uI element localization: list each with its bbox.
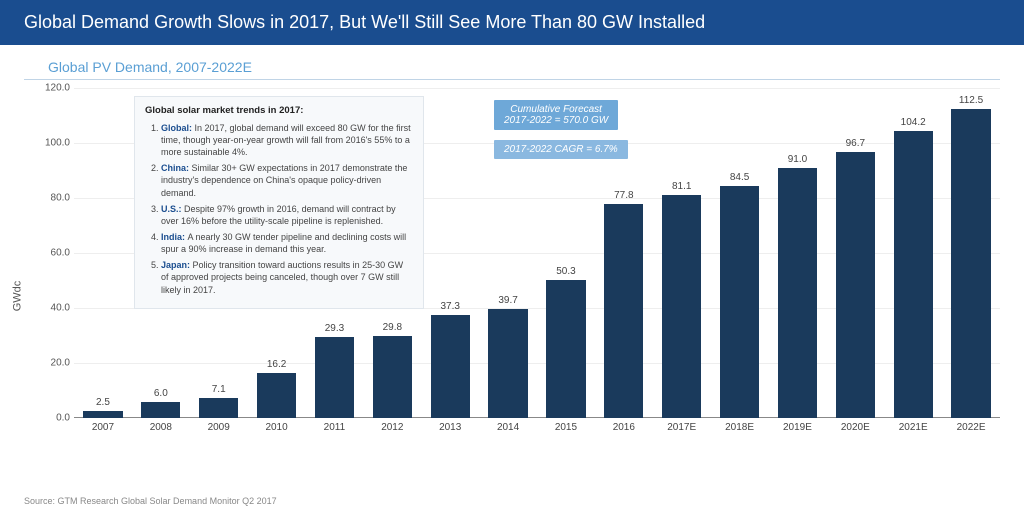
trend-key: U.S.:	[161, 204, 184, 214]
callout-cumulative-forecast: Cumulative Forecast 2017-2022 = 570.0 GW	[494, 100, 618, 130]
bar: 37.3	[431, 315, 470, 418]
x-label: 2018E	[711, 418, 769, 433]
y-tick: 120.0	[30, 83, 70, 94]
y-tick: 100.0	[30, 138, 70, 149]
y-tick: 20.0	[30, 358, 70, 369]
callout-line1: Cumulative Forecast	[504, 104, 608, 115]
x-label: 2020E	[826, 418, 884, 433]
bar: 29.8	[373, 336, 412, 418]
bar: 77.8	[604, 204, 643, 418]
bar: 96.7	[836, 152, 875, 418]
bar: 2.5	[83, 411, 122, 418]
bar: 6.0	[141, 402, 180, 419]
bar-value-label: 29.8	[383, 322, 402, 333]
bar-slot: 112.5	[942, 88, 1000, 418]
trends-list-item: U.S.: Despite 97% growth in 2016, demand…	[161, 203, 413, 227]
bar: 39.7	[488, 309, 527, 418]
bar-value-label: 2.5	[96, 397, 110, 408]
bar-slot: 84.5	[711, 88, 769, 418]
x-label: 2016	[595, 418, 653, 433]
bar: 81.1	[662, 195, 701, 418]
trends-list-item: China: Similar 30+ GW expectations in 20…	[161, 162, 413, 198]
y-axis-label: GWdc	[11, 281, 23, 312]
x-label: 2010	[248, 418, 306, 433]
bar: 84.5	[720, 186, 759, 418]
bar-slot: 91.0	[769, 88, 827, 418]
x-label: 2015	[537, 418, 595, 433]
x-label: 2014	[479, 418, 537, 433]
bar-value-label: 77.8	[614, 190, 633, 201]
y-tick: 60.0	[30, 248, 70, 259]
y-tick: 80.0	[30, 193, 70, 204]
trends-title: Global solar market trends in 2017:	[145, 105, 413, 118]
bar-slot: 50.3	[537, 88, 595, 418]
bar-slot: 39.7	[479, 88, 537, 418]
chart-area: GWdc 0.0 20.0 40.0 60.0 80.0 100.0 120.0 2.5 6.…	[0, 80, 1024, 433]
bar-value-label: 112.5	[959, 95, 983, 106]
trend-key: China:	[161, 163, 192, 173]
bar-value-label: 84.5	[730, 172, 749, 183]
chart-subtitle: Global PV Demand, 2007-2022E	[24, 45, 1000, 80]
trend-text: In 2017, global demand will exceed 80 GW…	[161, 123, 411, 157]
trend-text: Policy transition toward auctions result…	[161, 260, 403, 294]
bar: 7.1	[199, 398, 238, 418]
callout-line2: 2017-2022 = 570.0 GW	[504, 115, 608, 126]
page-title: Global Demand Growth Slows in 2017, But …	[24, 12, 705, 32]
bar-slot: 96.7	[826, 88, 884, 418]
bar: 50.3	[546, 280, 585, 418]
y-tick: 40.0	[30, 303, 70, 314]
x-labels: 2007200820092010201120122013201420152016…	[74, 418, 1000, 433]
bar: 91.0	[778, 168, 817, 418]
x-label: 2021E	[884, 418, 942, 433]
x-label: 2012	[363, 418, 421, 433]
bar-slot: 2.5	[74, 88, 132, 418]
trends-list-item: Japan: Policy transition toward auctions…	[161, 259, 413, 295]
bar-slot: 81.1	[653, 88, 711, 418]
x-label: 2022E	[942, 418, 1000, 433]
bar-value-label: 96.7	[846, 138, 865, 149]
title-bar: Global Demand Growth Slows in 2017, But …	[0, 0, 1024, 45]
x-label: 2011	[306, 418, 364, 433]
bar-value-label: 104.2	[901, 117, 926, 128]
bar: 104.2	[894, 131, 933, 418]
plot-region: 0.020.040.060.080.0100.0120.0 2.56.07.11…	[74, 88, 1000, 418]
x-label: 2007	[74, 418, 132, 433]
bar-slot: 104.2	[884, 88, 942, 418]
trends-list-item: India: A nearly 30 GW tender pipeline an…	[161, 231, 413, 255]
trend-key: India:	[161, 232, 188, 242]
y-ticks: 0.020.040.060.080.0100.0120.0	[30, 88, 70, 418]
x-label: 2009	[190, 418, 248, 433]
bar: 16.2	[257, 373, 296, 418]
y-tick: 0.0	[30, 413, 70, 424]
source-text: Source: GTM Research Global Solar Demand…	[24, 496, 277, 506]
trend-key: Japan:	[161, 260, 193, 270]
x-label: 2019E	[769, 418, 827, 433]
trend-key: Global:	[161, 123, 195, 133]
trend-text: A nearly 30 GW tender pipeline and decli…	[161, 232, 406, 254]
callout-cagr: 2017-2022 CAGR = 6.7%	[494, 140, 628, 159]
bar-value-label: 6.0	[154, 388, 168, 399]
x-label: 2013	[421, 418, 479, 433]
bar-slot: 77.8	[595, 88, 653, 418]
bar-slot: 37.3	[421, 88, 479, 418]
bar-value-label: 7.1	[212, 384, 226, 395]
trend-text: Similar 30+ GW expectations in 2017 demo…	[161, 163, 407, 197]
x-label: 2008	[132, 418, 190, 433]
bar-value-label: 39.7	[498, 295, 517, 306]
bar-value-label: 81.1	[672, 181, 691, 192]
bar: 112.5	[951, 109, 990, 418]
trends-annotation-box: Global solar market trends in 2017: Glob…	[134, 96, 424, 309]
bar-value-label: 37.3	[440, 301, 459, 312]
bar-value-label: 29.3	[325, 323, 344, 334]
trends-list-item: Global: In 2017, global demand will exce…	[161, 122, 413, 158]
x-label: 2017E	[653, 418, 711, 433]
bar-value-label: 16.2	[267, 359, 286, 370]
bar-value-label: 91.0	[788, 154, 807, 165]
bar-value-label: 50.3	[556, 266, 575, 277]
trends-list: Global: In 2017, global demand will exce…	[145, 122, 413, 296]
bar: 29.3	[315, 337, 354, 418]
trend-text: Despite 97% growth in 2016, demand will …	[161, 204, 396, 226]
